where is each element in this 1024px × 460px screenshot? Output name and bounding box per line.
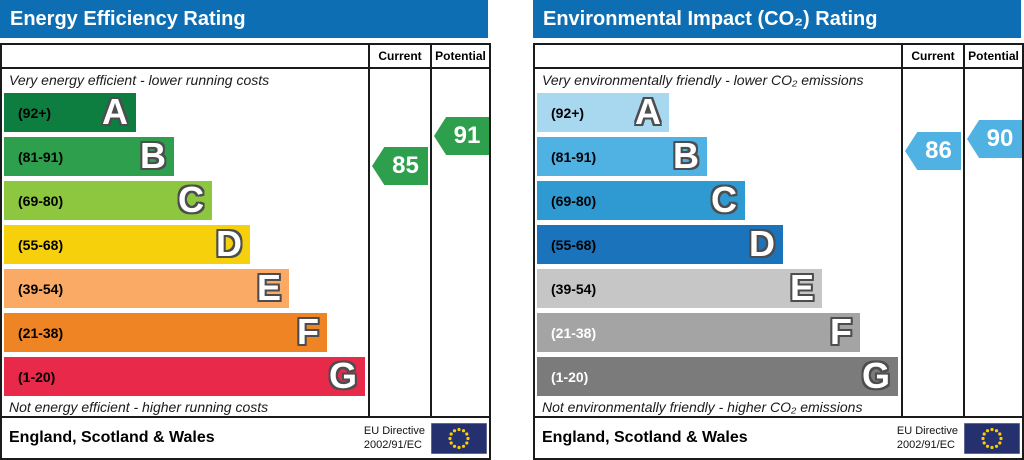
energy-panel-title: Energy Efficiency Rating [10, 8, 246, 30]
eu-flag-icon [964, 423, 1020, 454]
band-a-range: (92+) [551, 104, 585, 121]
band-e-range: (39-54) [18, 280, 64, 297]
current-rating-arrow: 85 [372, 147, 428, 185]
band-f-letter: F [297, 310, 319, 352]
potential-column-header: Potential [435, 49, 486, 63]
band-c: (69-80) C [4, 181, 212, 220]
environmental-panel-title: Environmental Impact (CO₂) Rating [543, 8, 878, 30]
potential-column-header: Potential [968, 49, 1019, 63]
eu-directive-label: EU Directive 2002/91/EC [896, 425, 958, 451]
band-d-range: (55-68) [18, 236, 64, 253]
eu-flag-icon [431, 423, 487, 454]
band-f-range: (21-38) [18, 324, 64, 341]
band-f: (21-38) F [537, 313, 860, 352]
band-b: (81-91) B [537, 137, 707, 176]
energy-title-bar: Energy Efficiency Rating [0, 0, 488, 38]
band-c: (69-80) C [537, 181, 745, 220]
band-b-letter: B [673, 134, 699, 176]
band-a: (92+) A [4, 93, 136, 132]
band-a-letter: A [635, 90, 661, 132]
environmental-impact-panel: Environmental Impact (CO₂) Rating Curren… [533, 0, 1024, 460]
header-row-divider [535, 67, 1022, 69]
band-e: (39-54) E [537, 269, 822, 308]
band-c-letter: C [711, 178, 737, 220]
panel-footer: England, Scotland & Wales EU Directive 2… [2, 416, 489, 458]
band-g-range: (1-20) [551, 368, 589, 385]
band-c-letter: C [178, 178, 204, 220]
band-e-range: (39-54) [551, 280, 597, 297]
top-note: Very energy efficient - lower running co… [9, 72, 270, 88]
current-column-header: Current [378, 49, 422, 63]
top-note: Very environmentally friendly - lower CO… [542, 72, 864, 88]
band-c-range: (69-80) [551, 192, 597, 209]
potential-rating-value: 90 [986, 125, 1014, 152]
panel-footer: England, Scotland & Wales EU Directive 2… [535, 416, 1022, 458]
potential-rating-arrow: 90 [967, 120, 1022, 158]
region-label: England, Scotland & Wales [542, 429, 748, 446]
potential-column-divider [963, 45, 965, 416]
band-e: (39-54) E [4, 269, 289, 308]
current-column-header: Current [911, 49, 955, 63]
band-d: (55-68) D [537, 225, 783, 264]
energy-rating-table: Current Potential Very energy efficient … [0, 43, 491, 460]
bottom-note: Not energy efficient - higher running co… [9, 399, 269, 415]
environmental-title-bar: Environmental Impact (CO₂) Rating [533, 0, 1021, 38]
potential-rating-value: 91 [453, 122, 481, 149]
band-g-letter: G [328, 354, 357, 396]
band-f: (21-38) F [4, 313, 327, 352]
band-b-range: (81-91) [551, 148, 597, 165]
band-d-range: (55-68) [551, 236, 597, 253]
band-c-range: (69-80) [18, 192, 64, 209]
current-column-divider [901, 45, 903, 416]
eu-directive-label: EU Directive 2002/91/EC [363, 425, 425, 451]
band-d-letter: D [216, 222, 242, 264]
current-rating-arrow: 86 [905, 132, 961, 170]
bottom-note: Not environmentally friendly - higher CO… [542, 399, 863, 415]
potential-rating-arrow: 91 [434, 117, 489, 155]
current-rating-value: 86 [925, 137, 952, 164]
band-g-range: (1-20) [18, 368, 56, 385]
band-a: (92+) A [537, 93, 669, 132]
band-e-letter: E [789, 266, 814, 308]
current-column-divider [368, 45, 370, 416]
current-rating-value: 85 [392, 152, 419, 179]
band-f-range: (21-38) [551, 324, 597, 341]
band-a-letter: A [102, 90, 128, 132]
region-label: England, Scotland & Wales [9, 429, 215, 446]
energy-efficiency-panel: Energy Efficiency Rating Current Potenti… [0, 0, 491, 460]
header-row-divider [2, 67, 489, 69]
band-g: (1-20) G [537, 357, 898, 396]
band-b-letter: B [140, 134, 166, 176]
band-d-letter: D [749, 222, 775, 264]
band-g-letter: G [861, 354, 890, 396]
band-d: (55-68) D [4, 225, 250, 264]
band-g: (1-20) G [4, 357, 365, 396]
environmental-rating-table: Current Potential Very environmentally f… [533, 43, 1024, 460]
potential-column-divider [430, 45, 432, 416]
band-b: (81-91) B [4, 137, 174, 176]
band-a-range: (92+) [18, 104, 52, 121]
band-e-letter: E [256, 266, 281, 308]
band-f-letter: F [830, 310, 852, 352]
band-b-range: (81-91) [18, 148, 64, 165]
